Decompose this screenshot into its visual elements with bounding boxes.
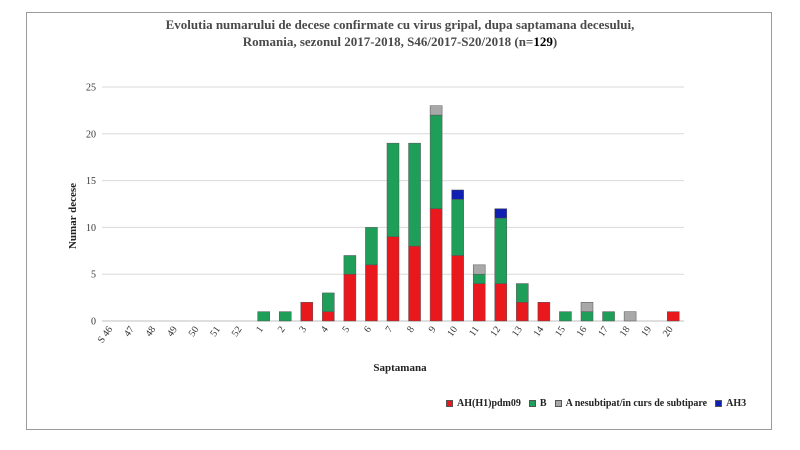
legend-label: AH3 — [726, 398, 747, 409]
x-tick-label: 48 — [144, 324, 159, 339]
x-tick-label: 14 — [532, 324, 547, 339]
x-tick-label: 19 — [639, 324, 654, 339]
chart-title-line2-suffix: ) — [552, 34, 558, 49]
bar-segment-ah-7 — [386, 236, 400, 322]
x-tick-label: 4 — [319, 324, 331, 334]
bar-segment-b-10 — [451, 199, 464, 256]
bar-segment-b-12 — [494, 217, 508, 284]
legend-swatch — [554, 400, 562, 407]
bar-segment-a-18 — [623, 311, 637, 322]
y-tick-label: 0 — [91, 317, 96, 328]
bar-segment-ah3-12 — [494, 208, 508, 219]
x-tick-label: 9 — [427, 324, 439, 334]
x-tick-label: 6 — [362, 324, 374, 334]
legend-label: AH(H1)pdm09 — [457, 398, 521, 409]
bar-segment-b-17 — [602, 311, 615, 322]
x-axis-label: Saptamana — [373, 362, 427, 374]
x-tick-label: 51 — [208, 324, 223, 339]
x-tick-label: 13 — [510, 324, 525, 339]
y-tick-label: 15 — [86, 176, 96, 187]
bar-segment-b-11 — [472, 273, 486, 284]
bar-segment-ah-6 — [365, 264, 378, 322]
x-tick-label: 8 — [405, 324, 417, 334]
bar-segment-a-16 — [580, 302, 594, 312]
bar-segment-ah-8 — [408, 245, 421, 322]
x-tick-label: 10 — [445, 324, 460, 339]
chart-title: Evolutia numarului de decese confirmate … — [0, 16, 800, 50]
bar-segment-b-6 — [365, 227, 378, 266]
y-tick-label: 20 — [86, 129, 96, 140]
legend-item: AH(H1)pdm09 — [446, 398, 521, 409]
legend-swatch — [715, 400, 723, 407]
bar-segment-ah3-10 — [451, 189, 464, 200]
legend-label: A nesubtipat/in curs de subtipare — [565, 398, 708, 409]
legend-label: B — [539, 398, 547, 409]
x-tick-label: 3 — [297, 324, 309, 334]
x-tick-label: 1 — [254, 324, 266, 334]
x-tick-label: 52 — [230, 324, 245, 339]
bar-segment-b-4 — [322, 292, 335, 312]
bar-segment-b-16 — [580, 311, 594, 322]
bar-segment-a-9 — [429, 105, 443, 116]
bar-segment-ah-3 — [300, 302, 314, 322]
chart-title-n: 129 — [533, 34, 553, 49]
bar-segment-ah-9 — [429, 208, 443, 322]
x-tick-label: 16 — [575, 324, 590, 339]
y-tick-label: 5 — [91, 270, 96, 281]
x-tick-label: 7 — [384, 324, 396, 334]
x-tick-label: 5 — [340, 324, 352, 334]
legend-swatch — [528, 400, 536, 407]
chart-legend: AH(H1)pdm09 B A nesubtipat/in curs de subt… — [446, 398, 754, 409]
y-tick-label: 10 — [86, 223, 96, 234]
x-tick-label: 49 — [165, 324, 180, 339]
legend-item: A nesubtipat/in curs de subtipare — [554, 398, 708, 409]
x-tick-label: 20 — [661, 324, 676, 339]
y-tick-label: 25 — [86, 83, 96, 94]
bar-segment-b-13 — [516, 283, 529, 303]
bar-segment-ah-13 — [516, 302, 529, 322]
bar-segment-b-2 — [278, 311, 292, 322]
chart-title-line1: Evolutia numarului de decese confirmate … — [165, 17, 635, 32]
bar-segment-ah-10 — [451, 255, 464, 322]
x-tick-label: S 46 — [96, 324, 115, 345]
x-tick-label: 15 — [553, 324, 568, 339]
bar-segment-ah-12 — [494, 283, 508, 322]
x-tick-label: 2 — [276, 324, 288, 334]
legend-item: AH3 — [715, 398, 746, 409]
x-tick-label: 47 — [122, 324, 137, 339]
legend-swatch — [446, 400, 453, 407]
bar-segment-b-8 — [408, 142, 421, 247]
bar-segment-b-1 — [257, 311, 270, 322]
bar-segment-b-9 — [429, 114, 443, 209]
x-tick-label: 17 — [596, 324, 611, 339]
chart-title-line2-prefix: Romania, sezonul 2017-2018, S46/2017-S20… — [242, 34, 534, 49]
bar-segment-ah-20 — [666, 311, 680, 322]
bar-segment-b-5 — [343, 255, 357, 275]
bar-segment-ah-11 — [472, 283, 486, 322]
bar-segment-ah-5 — [343, 273, 357, 322]
bar-segment-b-7 — [386, 142, 400, 238]
bar-segment-ah-4 — [322, 311, 335, 322]
bar-segment-a-11 — [472, 264, 486, 275]
x-tick-label: 50 — [187, 324, 202, 339]
chart-title-line2: Romania, sezonul 2017-2018, S46/2017-S20… — [0, 33, 800, 50]
legend-item: B — [528, 398, 547, 409]
bar-segment-b-15 — [559, 311, 572, 322]
x-tick-label: 11 — [467, 324, 482, 338]
x-tick-label: 12 — [488, 324, 503, 339]
bar-segment-ah-14 — [537, 302, 551, 322]
x-tick-label: 18 — [618, 324, 633, 339]
